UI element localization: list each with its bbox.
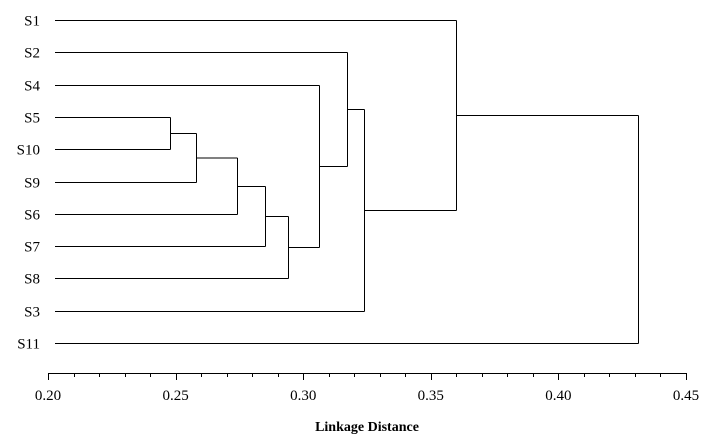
leaf-label-s6: S6 <box>24 208 40 224</box>
tick-label: 0.45 <box>673 388 699 404</box>
tick-label: 0.40 <box>545 388 571 404</box>
leaf-label-s4: S4 <box>24 79 40 95</box>
x-axis-ticks <box>48 373 687 380</box>
x-axis-tick-labels: 0.20 0.25 0.30 0.35 0.40 0.45 <box>35 388 699 404</box>
leaf-label-s5: S5 <box>24 111 40 127</box>
leaf-label-s3: S3 <box>24 305 40 321</box>
x-axis: 0.20 0.25 0.30 0.35 0.40 0.45 <box>35 373 699 404</box>
leaf-label-s7: S7 <box>24 240 40 256</box>
leaf-label-s11: S11 <box>17 337 40 353</box>
tick-label: 0.20 <box>35 388 61 404</box>
tick-label: 0.25 <box>162 388 188 404</box>
leaf-labels: S1 S2 S4 S5 S10 S9 S6 S7 S8 S3 S11 <box>17 14 41 353</box>
x-axis-title: Linkage Distance <box>315 420 419 435</box>
leaf-label-s2: S2 <box>24 46 40 62</box>
tick-label: 0.35 <box>418 388 444 404</box>
tick-label: 0.30 <box>290 388 316 404</box>
leaf-label-s1: S1 <box>24 14 40 30</box>
dendrogram-branches <box>55 20 639 344</box>
leaf-label-s10: S10 <box>17 143 40 159</box>
leaf-label-s9: S9 <box>24 176 40 192</box>
leaf-label-s8: S8 <box>24 272 40 288</box>
